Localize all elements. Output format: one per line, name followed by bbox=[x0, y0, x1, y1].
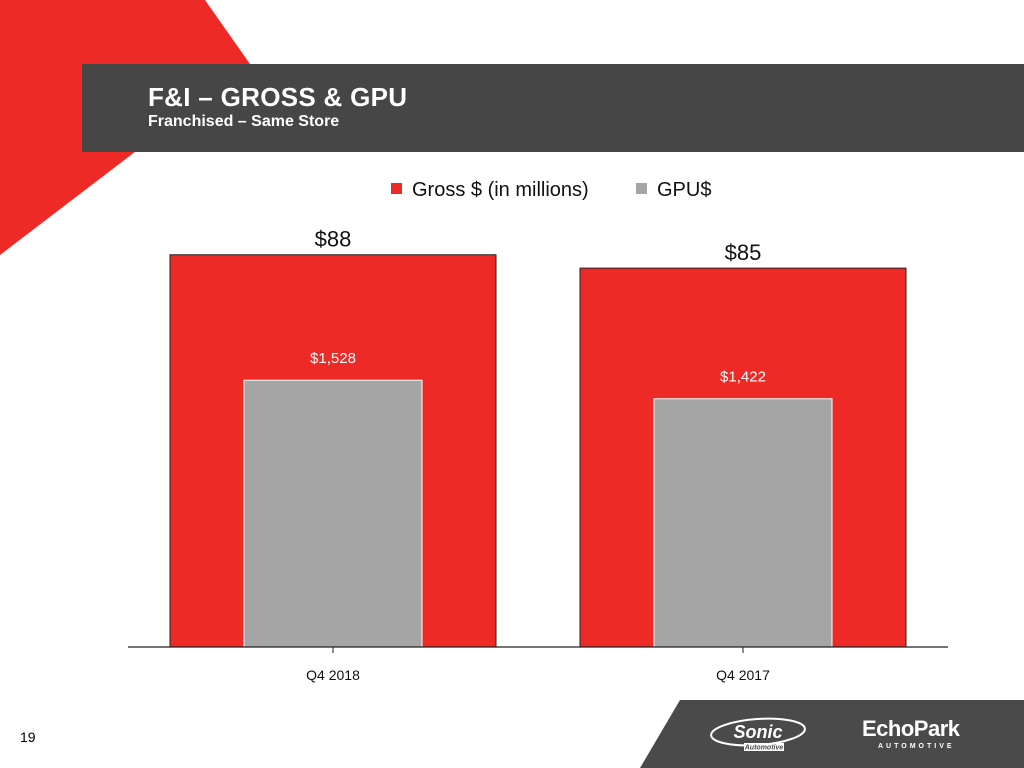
page-title: F&I – GROSS & GPU bbox=[148, 82, 408, 112]
gpu-data-label: $1,422 bbox=[720, 369, 766, 386]
legend-label: GPU$ bbox=[657, 179, 711, 201]
svg-text:Sonic: Sonic bbox=[733, 722, 782, 742]
footer-bar bbox=[640, 700, 1024, 768]
gpu-bar bbox=[653, 398, 833, 648]
legend-label: Gross $ (in millions) bbox=[412, 179, 589, 201]
gpu-bar bbox=[243, 379, 423, 648]
legend-swatch bbox=[391, 183, 402, 194]
echopark-logo-sub: AUTOMOTIVE bbox=[878, 743, 955, 750]
svg-text:Automotive: Automotive bbox=[744, 745, 784, 752]
header-bar bbox=[82, 64, 1024, 152]
page-number: 19 bbox=[20, 729, 36, 745]
gross-data-label: $88 bbox=[315, 227, 352, 252]
page-subtitle: Franchised – Same Store bbox=[148, 113, 340, 130]
x-tick-label: Q4 2017 bbox=[716, 667, 770, 683]
x-tick-label: Q4 2018 bbox=[306, 667, 360, 683]
gross-data-label: $85 bbox=[725, 240, 762, 265]
echopark-logo: EchoPark bbox=[862, 716, 960, 741]
sonic-automotive-logo: Sonic Automotive bbox=[710, 717, 806, 752]
gpu-data-label: $1,528 bbox=[310, 350, 356, 367]
legend-swatch bbox=[636, 183, 647, 194]
